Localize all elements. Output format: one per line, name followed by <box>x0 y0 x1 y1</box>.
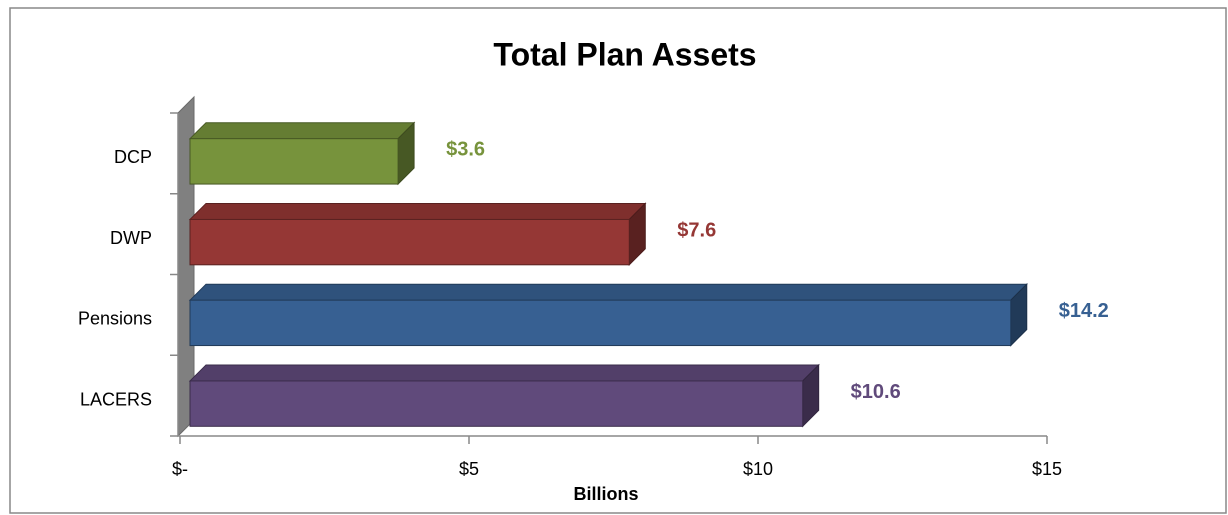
bar <box>189 218 630 266</box>
value-label: $3.6 <box>446 139 485 161</box>
bar <box>189 380 804 427</box>
bar <box>189 138 399 185</box>
x-tick-label: $15 <box>1032 459 1062 479</box>
x-tick-label: $- <box>172 459 188 479</box>
chart-title: Total Plan Assets <box>493 36 756 72</box>
value-label: $14.2 <box>1059 300 1109 322</box>
value-label: $10.6 <box>851 381 901 403</box>
y-tick-label: LACERS <box>80 389 152 409</box>
bar-top <box>188 364 820 382</box>
bar-top <box>188 202 647 220</box>
y-tick-label: Pensions <box>78 309 152 329</box>
x-tick-label: $5 <box>459 459 479 479</box>
x-axis-label: Billions <box>573 484 638 504</box>
bar-top <box>188 283 1028 301</box>
y-tick-label: DWP <box>110 228 152 248</box>
y-tick-label: DCP <box>114 147 152 167</box>
x-tick-label: $10 <box>743 459 773 479</box>
bar <box>189 299 1012 347</box>
bar-top <box>188 122 416 140</box>
value-label: $7.6 <box>677 219 716 241</box>
